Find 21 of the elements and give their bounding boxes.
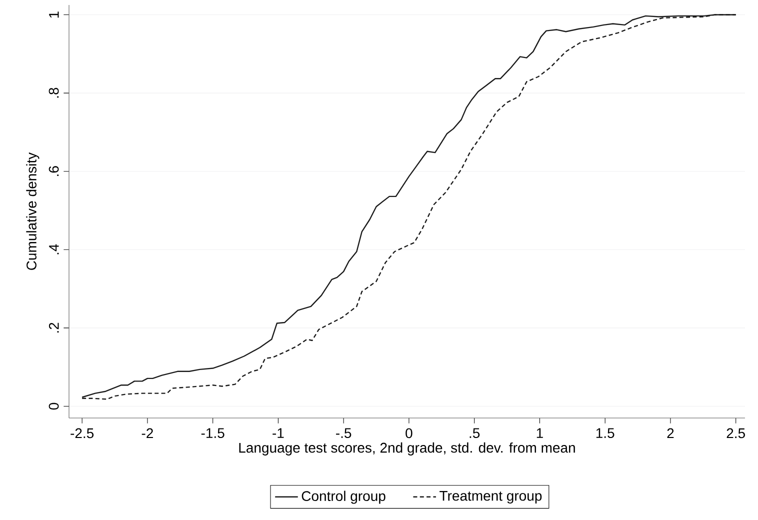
legend-label: Treatment group	[440, 491, 542, 504]
y-tick-label: 1	[49, 12, 59, 18]
x-tick-label: 2.5	[726, 428, 745, 438]
x-tick-label: 0	[406, 428, 412, 438]
y-tick-label: .8	[48, 88, 59, 98]
x-tick-label: .5	[470, 428, 480, 438]
x-tick-label: 1.5	[596, 428, 614, 438]
x-tick-label: -1	[272, 428, 284, 438]
x-tick-label: -2	[142, 428, 153, 438]
y-axis-title: Cumulative density	[26, 152, 40, 270]
legend-label: Control group	[302, 490, 386, 504]
x-tick-label: -1.5	[201, 428, 224, 438]
y-tick-label: .4	[49, 244, 59, 254]
y-tick-label: .6	[48, 166, 59, 176]
x-tick-label: -.5	[336, 428, 352, 438]
y-tick-label: .2	[48, 322, 59, 333]
y-tick-label: 0	[48, 402, 59, 410]
x-tick-label: 2	[667, 428, 674, 438]
x-axis-title: Language test scores, 2nd grade, std. dev. from mean	[239, 442, 575, 456]
x-tick-label: 1	[536, 428, 543, 438]
x-tick-label: -2.5	[70, 428, 94, 438]
